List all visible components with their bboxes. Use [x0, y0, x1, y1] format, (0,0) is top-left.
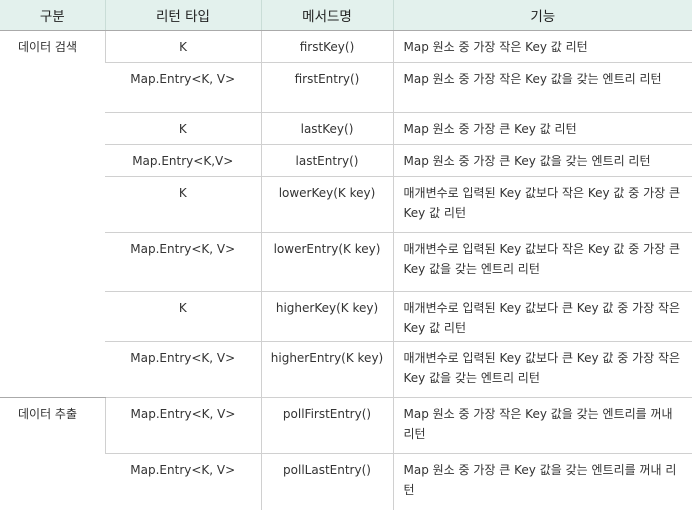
method-cell: lastKey()	[260, 112, 393, 145]
header-return-type: 리턴 타입	[104, 0, 261, 31]
header-method-name: 메서드명	[260, 0, 393, 31]
method-cell: firstEntry()	[260, 62, 393, 113]
return-type-cell: Map.Entry<K, V>	[130, 463, 236, 477]
description-cell: Map 원소 중 가장 작은 Key 값을 갖는 엔트리를 꺼내 리턴	[392, 397, 692, 454]
return-type-cell: Map.Entry<K, V>	[104, 397, 261, 454]
return-type-cell: K	[104, 30, 261, 63]
method-cell: higherKey(K key)	[260, 291, 393, 342]
return-type-cell: Map.Entry<K, V>	[105, 62, 261, 113]
table-row: 데이터 검색 K firstKey() Map 원소 중 가장 작은 Key 값…	[0, 30, 692, 398]
method-cell: pollFirstEntry()	[260, 397, 393, 454]
table-row: K lowerKey(K key) 매개변수로 입력된 Key 값보다 작은 K…	[0, 176, 692, 233]
method-cell: lowerKey(K key)	[260, 176, 393, 233]
method-cell: higherEntry(K key)	[260, 341, 393, 398]
return-type-cell: Map.Entry<K, V>	[105, 341, 261, 398]
return-type-cell: K	[105, 291, 261, 342]
return-type-cell: Map.Entry<K,V>	[105, 144, 261, 177]
table-row: K higherKey(K key) 매개변수로 입력된 Key 값보다 큰 K…	[0, 291, 692, 342]
description-cell: Map 원소 중 가장 작은 Key 값을 갖는 엔트리 리턴	[392, 62, 692, 113]
description-cell: Map 원소 중 가장 큰 Key 값 리턴	[392, 112, 692, 145]
method-cell: lastEntry()	[260, 144, 393, 177]
table-row: Map.Entry<K,V> lastEntry() Map 원소 중 가장 큰…	[0, 144, 692, 177]
description-cell: 매개변수로 입력된 Key 값보다 큰 Key 값 중 가장 작은 Key 값을…	[392, 341, 692, 398]
description-cell: 매개변수로 입력된 Key 값보다 큰 Key 값 중 가장 작은 Key 값 …	[392, 291, 692, 342]
description-cell: Map 원소 중 가장 큰 Key 값을 갖는 엔트리를 꺼내 리턴	[392, 453, 692, 510]
table-row: Map.Entry<K, V> firstEntry() Map 원소 중 가장…	[0, 62, 692, 113]
method-cell: pollLastEntry()	[260, 453, 393, 510]
return-type-cell: Map.Entry<K, V>	[105, 232, 261, 292]
table-header-row: 구분 리턴 타입 메서드명 기능	[0, 0, 692, 31]
header-function: 기능	[392, 0, 692, 31]
description-cell: Map 원소 중 가장 큰 Key 값을 갖는 엔트리 리턴	[392, 144, 692, 177]
description-cell: Map 원소 중 가장 작은 Key 값 리턴	[392, 30, 692, 63]
return-type-cell: K	[105, 112, 261, 145]
method-cell: firstKey()	[260, 30, 393, 63]
table-row: K lastKey() Map 원소 중 가장 큰 Key 값 리턴	[0, 112, 692, 145]
method-cell: lowerEntry(K key)	[260, 232, 393, 292]
return-type-cell: K	[105, 176, 261, 233]
table-row: 데이터 추출 Map.Entry<K, V> pollFirstEntry() …	[0, 397, 692, 454]
description-cell: 매개변수로 입력된 Key 값보다 작은 Key 값 중 가장 큰 Key 값을…	[392, 232, 692, 292]
description-cell: 매개변수로 입력된 Key 값보다 작은 Key 값 중 가장 큰 Key 값 …	[392, 176, 692, 233]
table-row: Map.Entry<K, V> lowerEntry(K key) 매개변수로 …	[0, 232, 692, 292]
category-extract: 데이터 추출	[18, 407, 78, 421]
header-category: 구분	[0, 0, 105, 31]
table-row: Map.Entry<K, V> higherEntry(K key) 매개변수로…	[0, 341, 692, 398]
category-search: 데이터 검색	[0, 30, 105, 398]
